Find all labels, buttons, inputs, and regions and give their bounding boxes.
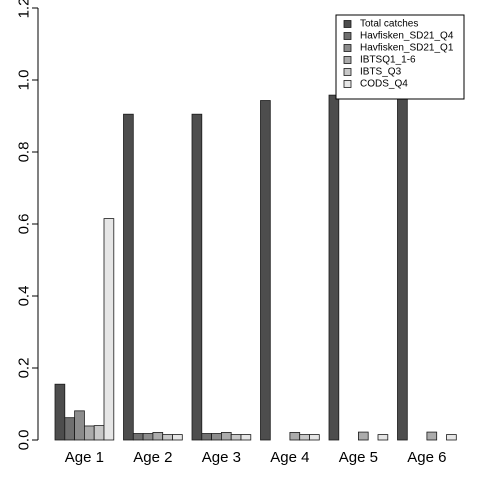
legend-box	[335, 14, 465, 100]
y-tick-label: 1.0	[16, 70, 33, 91]
bar	[240, 434, 252, 441]
bar	[328, 94, 340, 441]
bar	[142, 433, 154, 441]
bar	[74, 410, 85, 441]
legend-swatch	[343, 44, 352, 52]
bar	[446, 434, 457, 441]
x-category-label: Age 2	[133, 449, 172, 466]
y-tick-label: 0.8	[16, 142, 33, 163]
y-tick-label: 0.6	[16, 214, 33, 235]
bar	[54, 383, 66, 441]
y-tick-label: 1.2	[16, 0, 33, 18]
y-tick-label: 0.2	[16, 358, 33, 379]
bar	[103, 218, 115, 441]
legend-label: Havfisken_SD21_Q1	[360, 43, 454, 54]
y-tick-label: 0.0	[16, 430, 33, 451]
bar	[152, 432, 164, 441]
bar	[397, 94, 408, 441]
bar	[201, 433, 213, 441]
legend-swatch	[343, 32, 352, 40]
bar	[260, 100, 271, 441]
y-tick-label: 0.4	[16, 286, 33, 307]
bar	[426, 431, 438, 441]
x-category-label: Age 1	[65, 449, 104, 466]
bar	[220, 432, 232, 441]
bar	[230, 434, 242, 441]
x-category-label: Age 5	[339, 449, 378, 466]
legend-swatch	[343, 56, 352, 64]
bar	[357, 431, 369, 441]
legend-swatch	[343, 20, 352, 28]
x-category-label: Age 3	[202, 449, 241, 466]
bar	[299, 434, 310, 441]
bar	[64, 417, 76, 441]
legend-label: Total catches	[360, 19, 418, 30]
x-category-label: Age 4	[270, 449, 309, 466]
bar	[132, 433, 144, 441]
bar	[172, 434, 183, 441]
bar	[289, 432, 301, 441]
bar	[123, 113, 134, 441]
bar	[84, 425, 95, 441]
legend-swatch	[343, 68, 352, 76]
legend-swatch	[343, 80, 352, 88]
legend-label: IBTS_Q3	[360, 67, 402, 78]
bar	[211, 433, 222, 441]
x-category-label: Age 6	[407, 449, 446, 466]
bar	[93, 425, 105, 441]
legend-label: IBTSQ1_1-6	[360, 55, 416, 66]
legend-label: Havfisken_SD21_Q4	[360, 31, 454, 42]
bar	[309, 434, 320, 441]
legend-label: CODS_Q4	[360, 79, 408, 90]
bar	[191, 113, 203, 441]
bar	[162, 434, 173, 441]
bar	[377, 434, 389, 441]
